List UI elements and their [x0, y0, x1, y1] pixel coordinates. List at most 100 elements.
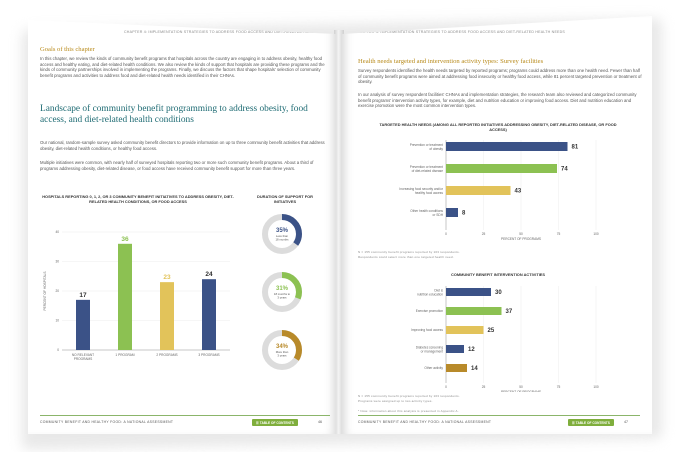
footer-text: COMMUNITY BENEFIT AND HEALTHY FOOD: A NA… — [358, 420, 492, 424]
x-tick-label: 100 — [593, 385, 599, 389]
donut-label: 3 years — [277, 296, 287, 300]
running-header: CHAPTER 4: IMPLEMENTATION STRATEGIES TO … — [356, 30, 566, 34]
right-page: CHAPTER 4: IMPLEMENTATION STRATEGIES TO … — [342, 16, 652, 434]
y-tick-label: 40 — [55, 230, 59, 234]
bar — [160, 282, 174, 350]
book-spine — [334, 30, 344, 434]
bar — [446, 142, 568, 151]
category-label: NO RELEVANT — [72, 353, 94, 357]
bar-value-label: 12 — [468, 347, 475, 353]
right-para-1: Survey respondents identified the health… — [358, 68, 642, 85]
x-axis-label: PERCENT OF PROGRAMS — [501, 237, 541, 241]
category-label: Diabetes screening — [416, 346, 444, 350]
right-para-2: In our analysis of survey respondent fac… — [358, 92, 637, 109]
category-label: Prevention or treatment — [410, 143, 443, 147]
x-axis-label: PERCENT OF PROGRAMS — [501, 390, 541, 392]
table-of-contents-button[interactable]: ☰ TABLE OF CONTENTS — [568, 419, 614, 426]
section-title: Landscape of community benefit programmi… — [40, 104, 308, 125]
donut-label: 18 months to — [274, 292, 291, 296]
category-label: of diet-related disease — [412, 169, 444, 173]
y-tick-label: 30 — [55, 260, 59, 264]
category-label: nutrition education — [417, 292, 443, 296]
chart-note: N = 155 community benefit programs repor… — [358, 394, 460, 398]
footer-rule — [40, 415, 330, 416]
bar-value-label: 25 — [488, 328, 495, 334]
bar-value-label: 81 — [572, 145, 579, 151]
chart-note-2: Programs were assigned up to two activit… — [358, 399, 433, 403]
chart-note: N = 155 community benefit programs repor… — [358, 250, 460, 254]
bar — [446, 307, 502, 315]
category-label: or SDH — [433, 213, 444, 217]
bar — [446, 208, 458, 217]
bar — [446, 326, 484, 334]
donut-label: More than — [276, 350, 289, 354]
bar-chart-title: HOSPITALS REPORTING 0, 1, 2, OR 3 COMMUN… — [42, 194, 234, 204]
bar — [446, 186, 511, 195]
donut-segment — [262, 330, 302, 370]
bar — [446, 345, 464, 353]
bar — [446, 288, 491, 296]
donut-percent: 31% — [276, 286, 289, 292]
category-label: 1 PROGRAM — [115, 353, 134, 357]
page-number: 46 — [318, 420, 322, 424]
donut-label: Less than — [276, 234, 289, 238]
bar-value-label: 17 — [79, 292, 87, 299]
category-label: Other health conditions — [410, 209, 443, 213]
x-tick-label: 0 — [445, 232, 447, 236]
activities-title: COMMUNITY BENEFIT INTERVENTION ACTIVITIE… — [451, 272, 545, 277]
footer-rule — [358, 415, 640, 416]
goals-title: Goals of this chapter — [40, 46, 95, 53]
bar-value-label: 74 — [561, 167, 568, 173]
category-label: Exercise promotion — [416, 309, 444, 313]
targeted-needs-chart: 0 25 50 75 100 PERCENT OF PROGRAMS 81 Preventio… — [399, 140, 599, 241]
category-label: of obesity — [429, 147, 443, 151]
targeted-needs-title: TARGETED HEALTH NEEDS (AMONG ALL REPORTE… — [379, 122, 617, 132]
category-label: 3 PROGRAMS — [198, 353, 219, 357]
x-tick-label: 25 — [482, 385, 486, 389]
category-label: PROGRAMS — [74, 357, 93, 361]
category-label: healthy food access — [415, 191, 444, 195]
category-label: Improving food access — [411, 328, 443, 332]
bar-value-label: 36 — [121, 236, 129, 243]
bar-value-label: 43 — [515, 189, 522, 195]
donut-label: 3 years — [277, 354, 287, 358]
donut-title: DURATION OF SUPPORT FOR INITIATIVES — [257, 194, 313, 204]
x-tick-label: 50 — [519, 232, 523, 236]
category-label: Increasing food security and/or — [399, 187, 444, 191]
bar — [202, 279, 216, 350]
bar-value-label: 8 — [462, 211, 466, 217]
donut-label: 18 months — [275, 238, 289, 242]
table-of-contents-button[interactable]: ☰ TABLE OF CONTENTS — [252, 419, 298, 426]
x-tick-label: 75 — [557, 232, 561, 236]
bar — [76, 299, 90, 350]
footnote: * Note: information about this analysis … — [358, 409, 459, 413]
x-tick-label: 0 — [445, 385, 447, 389]
right-section-title: Health needs targeted and intervention a… — [358, 58, 544, 65]
x-tick-label: 50 — [519, 385, 523, 389]
bar-value-label: 24 — [205, 271, 213, 278]
running-header: CHAPTER 4: IMPLEMENTATION STRATEGIES TO … — [124, 30, 334, 34]
donut-percent: 34% — [276, 344, 289, 350]
x-tick-label: 25 — [482, 232, 486, 236]
left-page: CHAPTER 4: IMPLEMENTATION STRATEGIES TO … — [28, 20, 336, 434]
category-label: or management — [421, 349, 443, 353]
bar-value-label: 23 — [163, 274, 171, 281]
y-tick-label: 20 — [55, 289, 59, 293]
page-number: 47 — [624, 420, 628, 424]
bar — [446, 164, 557, 173]
goals-body: In this chapter, we review the kinds of … — [40, 56, 325, 79]
donut-segment — [262, 272, 302, 312]
bar — [118, 243, 132, 350]
category-label: Prevention or treatment — [410, 165, 443, 169]
x-tick-label: 75 — [557, 385, 561, 389]
footer-text: COMMUNITY BENEFIT AND HEALTHY FOOD: A NA… — [40, 420, 174, 424]
y-tick-label: 0 — [57, 348, 59, 352]
para-2: Multiple initiatives were common, with n… — [40, 160, 314, 171]
x-tick-label: 100 — [593, 232, 599, 236]
bar-value-label: 30 — [495, 290, 502, 296]
chart-note-2: Respondents could select more than one t… — [358, 255, 454, 259]
y-axis-label: PERCENT OF HOSPITALS — [43, 271, 47, 310]
activities-chart: 0 25 50 75 100 PERCENT OF PROGRAMS 30 Diet &nut… — [411, 286, 599, 392]
bar-value-label: 14 — [471, 366, 478, 372]
